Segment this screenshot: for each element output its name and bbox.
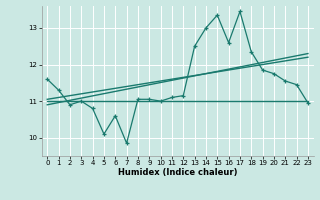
X-axis label: Humidex (Indice chaleur): Humidex (Indice chaleur) [118, 168, 237, 177]
